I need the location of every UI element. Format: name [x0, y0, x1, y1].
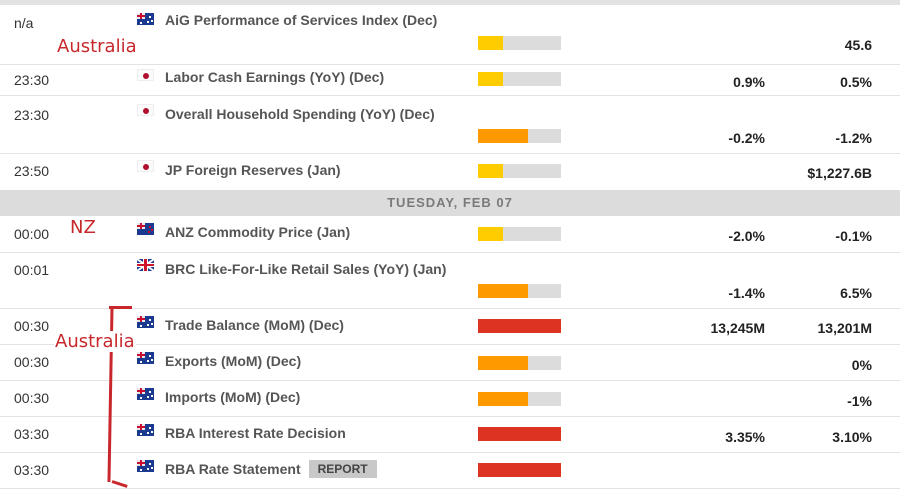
impact-bar-high	[478, 319, 561, 333]
australia-flag-icon	[137, 352, 154, 364]
event-name[interactable]: RBA Rate Statement REPORT	[165, 460, 377, 478]
event-name[interactable]: ANZ Commodity Price (Jan)	[165, 224, 351, 240]
previous-value: 6.5%	[840, 285, 872, 301]
australia-flag-icon	[137, 13, 154, 25]
previous-value: -0.1%	[835, 228, 872, 244]
event-time: 03:30	[14, 426, 50, 442]
actual-value: -2.0%	[728, 228, 765, 244]
event-row[interactable]: 00:30 Imports (MoM) (Dec) -1%	[0, 381, 900, 417]
previous-value: 45.6	[844, 37, 872, 53]
annotation-australia-group: Australia	[54, 331, 136, 352]
uk-flag-icon	[137, 259, 154, 271]
actual-value: 13,245M	[710, 320, 765, 336]
impact-bar-high	[478, 463, 561, 477]
top-border	[0, 0, 900, 5]
previous-value: 0.5%	[840, 74, 872, 90]
impact-bar-medium	[478, 356, 561, 370]
event-time: 03:30	[14, 462, 50, 478]
event-row[interactable]: 00:30 Trade Balance (MoM) (Dec) 13,245M …	[0, 309, 900, 345]
impact-bar-medium	[478, 284, 561, 298]
previous-value: 13,201M	[817, 320, 872, 336]
event-row[interactable]: 23:30 Overall Household Spending (YoY) (…	[0, 96, 900, 154]
japan-flag-icon	[137, 69, 154, 81]
actual-value: -1.4%	[728, 285, 765, 301]
impact-bar-low	[478, 72, 561, 86]
event-time: n/a	[14, 15, 34, 31]
previous-value: -1%	[847, 393, 872, 409]
report-button[interactable]: REPORT	[308, 460, 377, 478]
annotation-australia-top: Australia	[57, 36, 137, 57]
event-name[interactable]: BRC Like-For-Like Retail Sales (YoY) (Ja…	[165, 261, 447, 277]
australia-flag-icon	[137, 460, 154, 472]
event-time: 00:01	[14, 262, 50, 278]
day-header: TUESDAY, FEB 07	[0, 190, 900, 216]
event-name[interactable]: Exports (MoM) (Dec)	[165, 353, 302, 369]
new-zealand-flag-icon	[137, 223, 154, 235]
event-name-text: RBA Rate Statement	[165, 461, 301, 477]
annotation-nz: NZ	[70, 217, 96, 238]
event-time: 23:30	[14, 72, 50, 88]
australia-flag-icon	[137, 388, 154, 400]
event-row[interactable]: 23:30 Labor Cash Earnings (YoY) (Dec) 0.…	[0, 65, 900, 96]
previous-value: -1.2%	[835, 130, 872, 146]
previous-value: 3.10%	[832, 429, 872, 445]
impact-bar-medium	[478, 129, 561, 143]
impact-bar-low	[478, 227, 561, 241]
actual-value: 3.35%	[725, 429, 765, 445]
event-name[interactable]: RBA Interest Rate Decision	[165, 425, 346, 441]
event-row[interactable]: 00:30 Exports (MoM) (Dec) 0%	[0, 345, 900, 381]
impact-bar-low	[478, 36, 561, 50]
impact-bar-medium	[478, 392, 561, 406]
event-time: 00:30	[14, 390, 50, 406]
event-name[interactable]: Trade Balance (MoM) (Dec)	[165, 317, 344, 333]
impact-bar-low	[478, 164, 561, 178]
event-time: 23:30	[14, 107, 50, 123]
actual-value: 0.9%	[733, 74, 765, 90]
event-name[interactable]: Imports (MoM) (Dec)	[165, 389, 301, 405]
event-row[interactable]: 00:01 BRC Like-For-Like Retail Sales (Yo…	[0, 253, 900, 309]
australia-flag-icon	[137, 424, 154, 436]
event-time: 23:50	[14, 163, 50, 179]
event-name[interactable]: AiG Performance of Services Index (Dec)	[165, 12, 438, 28]
event-row[interactable]: 23:50 JP Foreign Reserves (Jan) $1,227.6…	[0, 154, 900, 190]
event-time: 00:30	[14, 318, 50, 334]
annotation-bracket-top	[109, 306, 132, 309]
event-name[interactable]: Labor Cash Earnings (YoY) (Dec)	[165, 69, 385, 85]
event-row[interactable]: 03:30 RBA Interest Rate Decision 3.35% 3…	[0, 417, 900, 453]
previous-value: 0%	[851, 357, 872, 373]
impact-bar-high	[478, 427, 561, 441]
previous-value: $1,227.6B	[807, 165, 872, 181]
actual-value: -0.2%	[728, 130, 765, 146]
event-row[interactable]: 03:30 RBA Rate Statement REPORT	[0, 453, 900, 489]
japan-flag-icon	[137, 104, 154, 116]
japan-flag-icon	[137, 160, 154, 172]
event-time: 00:00	[14, 226, 50, 242]
australia-flag-icon	[137, 316, 154, 328]
event-row[interactable]: 00:00 ANZ Commodity Price (Jan) -2.0% -0…	[0, 216, 900, 253]
event-row[interactable]: n/a AiG Performance of Services Index (D…	[0, 5, 900, 65]
event-time: 00:30	[14, 354, 50, 370]
event-name[interactable]: Overall Household Spending (YoY) (Dec)	[165, 106, 435, 122]
event-name[interactable]: JP Foreign Reserves (Jan)	[165, 162, 341, 178]
